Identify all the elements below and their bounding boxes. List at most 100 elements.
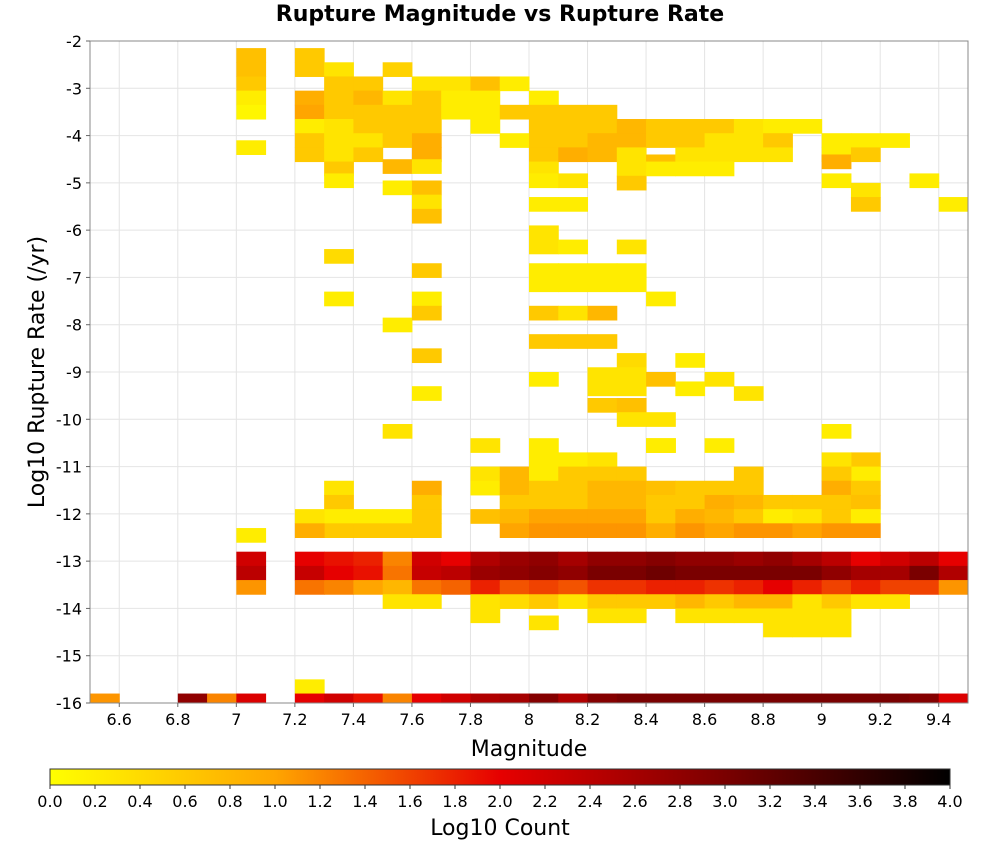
heatmap-cell <box>558 580 589 595</box>
heatmap-cell <box>616 263 647 278</box>
heatmap-cell <box>587 608 618 624</box>
heatmap-cell <box>616 398 647 413</box>
heatmap-cell <box>353 119 384 134</box>
heatmap-cell <box>207 693 237 703</box>
heatmap-cell <box>821 154 852 170</box>
x-tick-label: 8 <box>524 710 534 729</box>
heatmap-cell <box>821 509 852 524</box>
heatmap-cell <box>733 466 764 482</box>
heatmap-cell <box>411 509 442 524</box>
heatmap-cell <box>587 104 618 120</box>
heatmap-cell <box>324 133 354 148</box>
heatmap-cell <box>733 565 764 581</box>
heatmap-cell <box>324 509 354 524</box>
heatmap-cell <box>294 693 325 703</box>
heatmap-cell <box>353 76 384 92</box>
heatmap-cell <box>646 693 676 703</box>
heatmap-cell <box>821 565 852 581</box>
x-tick-label: 6.8 <box>165 710 190 729</box>
heatmap-cell <box>587 277 618 293</box>
heatmap-cell <box>704 523 735 538</box>
y-tick-label: -5 <box>66 174 82 193</box>
heatmap-cell <box>324 693 354 703</box>
heatmap-cell <box>704 494 735 510</box>
heatmap-cell <box>499 133 530 148</box>
heatmap-cell <box>470 580 501 595</box>
heatmap-cell <box>411 208 442 224</box>
heatmap-cell <box>587 509 618 524</box>
heatmap-cell <box>558 480 589 496</box>
heatmap-cell <box>324 523 354 538</box>
heatmap-cell <box>236 528 267 543</box>
heatmap-cell <box>646 133 676 148</box>
heatmap-cell <box>529 466 559 482</box>
heatmap-cell <box>353 565 384 581</box>
heatmap-cell <box>792 565 823 581</box>
heatmap-cell <box>587 381 618 397</box>
heatmap-cell <box>324 147 354 163</box>
heatmap-cell <box>704 693 735 703</box>
heatmap-cell <box>529 147 559 163</box>
heatmap-cell <box>587 119 618 134</box>
heatmap-cell <box>646 438 676 453</box>
heatmap-cell <box>587 263 618 278</box>
heatmap-cell <box>529 277 559 293</box>
heatmap-cell <box>411 104 442 120</box>
heatmap-cell <box>792 594 823 609</box>
heatmap-cell <box>821 452 852 468</box>
heatmap-cell <box>470 76 501 92</box>
heatmap-cell <box>382 104 413 120</box>
heatmap-cell <box>792 509 823 524</box>
heatmap-cell <box>499 76 530 92</box>
heatmap-cell <box>587 565 618 581</box>
heatmap-cell <box>236 62 267 77</box>
heatmap-cell <box>587 305 618 321</box>
heatmap-cell <box>646 509 676 524</box>
heatmap-cell <box>529 119 559 134</box>
heatmap-cell <box>294 580 325 595</box>
heatmap-cell <box>763 133 793 148</box>
heatmap-cell <box>763 119 793 134</box>
heatmap-cell <box>616 693 647 703</box>
heatmap-cell <box>353 523 384 538</box>
heatmap-cell <box>675 147 706 163</box>
heatmap-cell <box>529 494 559 510</box>
heatmap-cell <box>733 119 764 134</box>
heatmap-cell <box>704 438 735 453</box>
heatmap-cell <box>529 693 559 703</box>
heatmap-cell <box>177 693 208 703</box>
heatmap-cell <box>587 494 618 510</box>
heatmap-cell <box>236 48 267 63</box>
heatmap-cell <box>529 133 559 148</box>
heatmap-cell <box>499 466 530 482</box>
heatmap-cell <box>294 133 325 148</box>
heatmap-cell <box>382 317 413 333</box>
heatmap-cell <box>850 197 881 212</box>
heatmap-cell <box>675 608 706 624</box>
heatmap-cell <box>470 438 501 453</box>
heatmap-cell <box>411 263 442 278</box>
heatmap-cell <box>763 523 793 538</box>
heatmap-cell <box>353 104 384 120</box>
heatmap-cell <box>616 412 647 427</box>
heatmap-cell <box>850 594 881 609</box>
heatmap-cell <box>411 305 442 321</box>
heatmap-cell <box>382 133 413 148</box>
heatmap-cell <box>850 580 881 595</box>
heatmap-cell <box>704 565 735 581</box>
heatmap-cell <box>294 551 325 567</box>
colorbar-tick-label: 1.4 <box>352 792 377 811</box>
heatmap-cell <box>821 480 852 496</box>
heatmap-cell <box>938 197 968 212</box>
heatmap-cell <box>441 76 471 92</box>
heatmap-cell <box>558 452 589 468</box>
heatmap-cell <box>733 494 764 510</box>
heatmap-cell <box>236 551 267 567</box>
heatmap-cell <box>733 147 764 163</box>
heatmap-cell <box>850 182 881 198</box>
heatmap-cell <box>499 693 530 703</box>
heatmap-cell <box>704 551 735 567</box>
heatmap-cell <box>324 565 354 581</box>
heatmap-cell <box>324 161 354 177</box>
heatmap-cell <box>324 119 354 134</box>
